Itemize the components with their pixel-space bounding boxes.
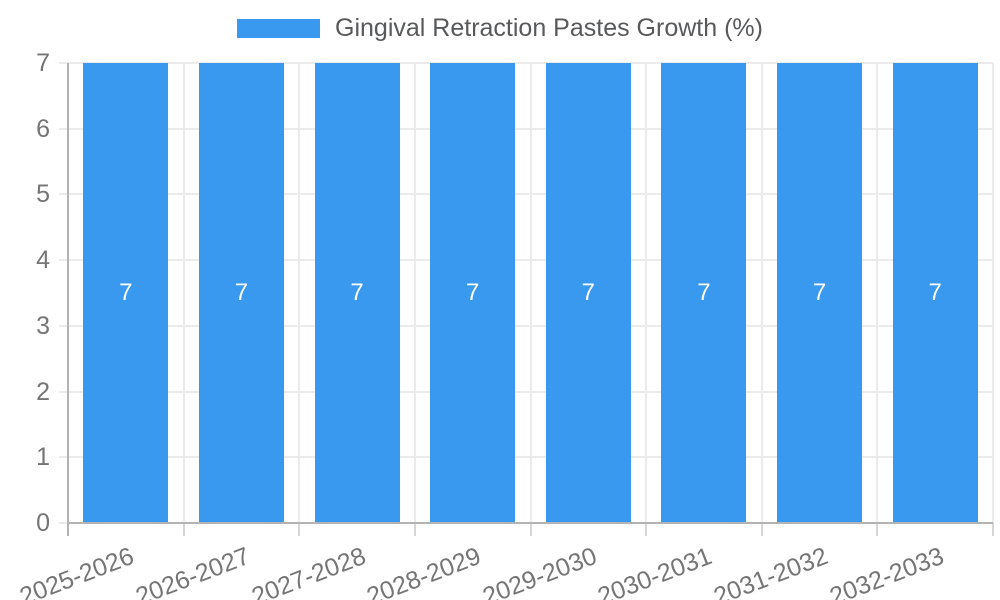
x-tick <box>645 523 648 536</box>
y-gridline <box>59 127 993 130</box>
y-gridline <box>59 193 993 196</box>
y-gridline <box>59 62 993 64</box>
y-gridline <box>59 324 993 327</box>
y-tick-label: 6 <box>36 114 50 143</box>
x-gridline <box>760 63 763 523</box>
x-tick-label: 2027-2028 <box>247 542 370 600</box>
x-tick-label: 2028-2029 <box>363 542 485 600</box>
x-gridline <box>413 63 416 523</box>
x-tick <box>529 523 532 536</box>
bar[interactable]: 7 <box>545 63 631 523</box>
y-axis-line <box>67 63 69 536</box>
bar[interactable]: 7 <box>430 63 516 523</box>
x-tick-label: 2025-2026 <box>16 542 138 600</box>
x-gridline <box>298 63 301 523</box>
bar[interactable]: 7 <box>83 63 169 523</box>
x-gridline <box>992 63 994 523</box>
y-tick-label: 5 <box>36 180 50 209</box>
bar[interactable]: 7 <box>198 63 284 523</box>
x-tick-label: 2029-2030 <box>478 542 601 600</box>
x-tick-label: 2030-2031 <box>594 542 716 600</box>
x-tick <box>876 523 879 536</box>
bar-value-label: 7 <box>234 279 249 306</box>
y-tick-label: 4 <box>36 246 50 275</box>
legend-label: Gingival Retraction Pastes Growth (%) <box>335 14 763 42</box>
bar-value-label: 7 <box>581 279 595 306</box>
x-tick <box>182 523 185 536</box>
bar[interactable]: 7 <box>661 63 747 523</box>
bar[interactable]: 7 <box>314 63 400 523</box>
bar[interactable]: 7 <box>777 63 863 523</box>
x-gridline <box>529 63 532 523</box>
bar-value-label: 7 <box>466 279 480 306</box>
y-gridline <box>59 259 993 262</box>
x-gridline <box>182 63 185 523</box>
x-tick <box>298 523 301 536</box>
y-tick-label: 1 <box>36 443 50 472</box>
x-tick-label: 2032-2033 <box>825 542 948 600</box>
y-tick-label: 2 <box>36 377 50 406</box>
y-tick-label: 3 <box>36 311 50 340</box>
legend-swatch <box>237 19 321 38</box>
y-tick-label: 0 <box>36 509 50 537</box>
x-tick <box>413 523 416 536</box>
x-axis-line <box>68 522 993 524</box>
y-gridline <box>59 456 993 459</box>
bar-value-label: 7 <box>350 279 364 306</box>
x-gridline <box>876 63 879 523</box>
bar-value-label: 7 <box>119 279 133 306</box>
bar-value-label: 7 <box>812 279 827 306</box>
x-tick <box>760 523 763 536</box>
y-tick-label: 7 <box>36 49 50 77</box>
x-tick-label: 2026-2027 <box>131 542 254 600</box>
chart-legend[interactable]: Gingival Retraction Pastes Growth (%) <box>0 14 1000 43</box>
x-gridline <box>645 63 648 523</box>
x-tick-label: 2031-2032 <box>709 542 832 600</box>
bar-value-label: 7 <box>928 279 942 306</box>
x-tick <box>992 523 994 536</box>
bar-value-label: 7 <box>697 279 711 306</box>
bar[interactable]: 7 <box>892 63 978 523</box>
y-gridline <box>59 390 993 393</box>
